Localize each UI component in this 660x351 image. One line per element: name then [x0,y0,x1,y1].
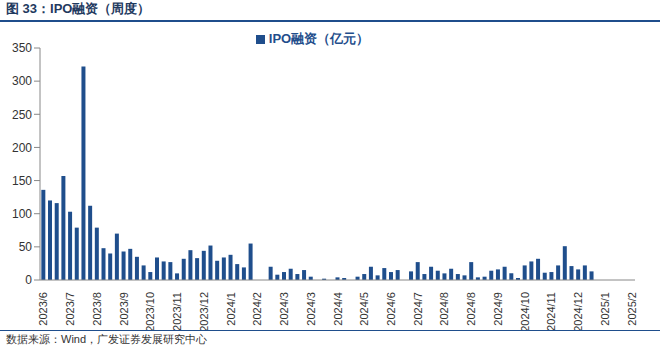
svg-text:2024/9: 2024/9 [492,292,504,326]
svg-text:2024/2: 2024/2 [251,292,263,326]
svg-text:2024/8: 2024/8 [438,292,450,326]
svg-text:300: 300 [12,74,32,88]
svg-text:250: 250 [12,108,32,122]
svg-text:350: 350 [12,41,32,55]
svg-text:2025/2: 2025/2 [626,292,638,326]
svg-text:2025/1: 2025/1 [599,292,611,326]
svg-text:2024/7: 2024/7 [412,292,424,326]
svg-text:2023/11: 2023/11 [171,292,183,330]
svg-text:2023/12: 2023/12 [198,292,210,330]
html-text:数据来源：Wind，广发证券发展研究中心: 数据来源：Wind，广发证券发展研究中心 [6,333,208,345]
svg-text:2024/4: 2024/4 [332,292,344,326]
svg-text:2024/8: 2024/8 [465,292,477,326]
svg-text:2024/10: 2024/10 [519,292,531,330]
svg-text:2024/6: 2024/6 [385,292,397,326]
svg-text:2024/12: 2024/12 [572,292,584,330]
svg-text:2024/3: 2024/3 [278,292,290,326]
svg-text:2023/10: 2023/10 [144,292,156,330]
svg-text:150: 150 [12,174,32,188]
svg-text:100: 100 [12,207,32,221]
svg-text:2023/7: 2023/7 [64,292,76,326]
svg-text:2024/5: 2024/5 [358,292,370,326]
svg-text:200: 200 [12,141,32,155]
svg-text:2023/8: 2023/8 [91,292,103,326]
html-text:IPO融资（亿元）: IPO融资（亿元） [268,31,370,46]
svg-text:0: 0 [25,273,32,287]
svg-text:2024/3: 2024/3 [305,292,317,326]
svg-text:2023/9: 2023/9 [118,292,130,326]
svg-text:50: 50 [19,240,33,254]
svg-text:2023/6: 2023/6 [37,292,49,326]
svg-text:2024/1: 2024/1 [225,292,237,326]
html-text:图 33：IPO融资（周度）: 图 33：IPO融资（周度） [6,1,151,16]
svg-text:2024/11: 2024/11 [545,292,557,330]
